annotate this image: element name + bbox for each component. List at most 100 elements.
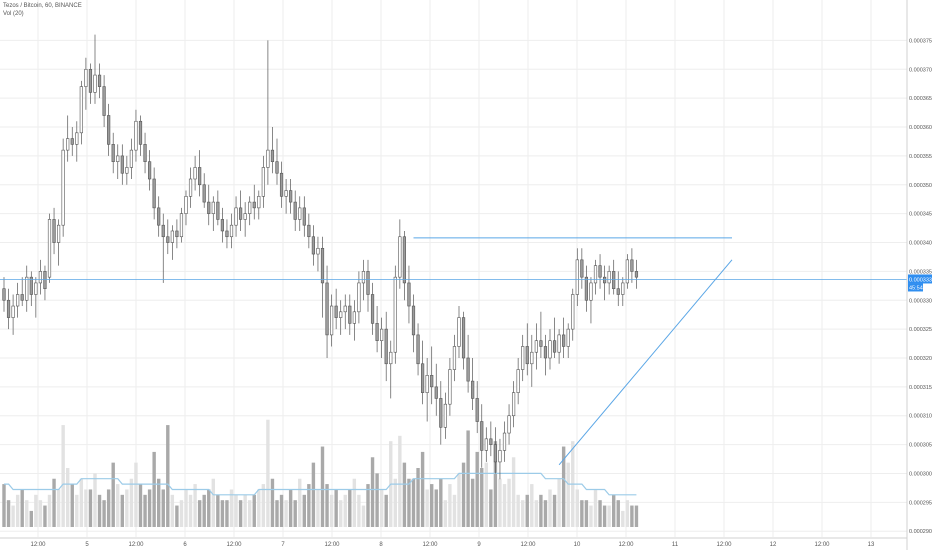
volume-bar [625,500,630,527]
candle-body [416,334,420,365]
candle [334,288,338,330]
candle-body [384,328,388,365]
symbol-title[interactable]: Tezos / Bitcoin, 60, BINANCE [3,3,82,9]
candle-body [302,207,306,226]
candle [630,248,634,283]
volume-bar [184,489,188,527]
volume-bar [398,435,402,527]
volume-bar [261,484,266,527]
volume-bar [252,494,256,527]
volume-bar [634,505,639,527]
candle-body [52,219,56,243]
volume-bar [457,473,461,527]
candle-body [88,68,93,93]
candle [575,248,579,307]
candle-body [293,201,297,220]
candle [443,392,447,439]
volume-bar [120,494,124,527]
x-tick-label: 12:00 [716,542,732,548]
candle [557,329,561,364]
candle-body [20,294,24,301]
volume-bar [220,500,225,527]
volume-bar [416,468,420,527]
candle [143,132,147,174]
current-price-badge [908,274,932,284]
candle [625,254,629,289]
candle [243,202,247,237]
volume-bar [580,500,584,527]
volume-bar [357,494,361,527]
candle-body [93,74,97,93]
candle [634,259,639,289]
candle-body [580,259,584,278]
volume-bar [407,478,411,527]
candle-body [6,299,11,318]
candle [175,219,179,249]
volume-legend[interactable]: Vol (20) [3,11,24,17]
candle-body [530,351,534,365]
volume-bar [616,500,620,527]
volume-bar [170,494,175,527]
candle [216,190,220,226]
candle-body [343,305,347,313]
candle-body [598,265,602,278]
candle [411,294,416,353]
candle [198,150,202,197]
candle [148,150,152,191]
candle [580,248,584,289]
volume-bar [11,505,15,527]
candle [207,184,211,226]
candle [502,421,507,462]
candle-body [248,201,252,214]
volume-bar [325,484,329,527]
volume-bar [352,478,357,527]
volume-bar [197,500,202,527]
candle [598,254,602,289]
candle [302,196,306,237]
candle-body [47,219,52,278]
volume-bar [70,484,74,527]
candle-body [621,282,625,295]
candle-body [11,305,15,318]
candle [584,265,588,312]
volume-bar [29,510,33,527]
candle [229,213,234,249]
candle [225,219,229,249]
candle [593,259,598,295]
candle-body [562,334,566,347]
candle-body [525,346,529,365]
volume-bar [593,489,598,527]
candle [193,155,197,191]
candle [79,80,83,145]
volume-bar [402,462,407,527]
candle [352,300,356,341]
candle [566,323,570,358]
candle-body [198,167,202,186]
candle [120,144,124,185]
candle [166,219,170,255]
volume-bar [20,489,24,527]
candle-body [516,369,520,393]
x-tick-label: 9 [477,542,481,548]
candle-body [425,375,429,393]
candle [316,236,320,272]
time-axis: 12:00 5 12:00 6 12:00 7 12:00 8 12:00 9 12:00 10 12:… [0,537,907,548]
candle [6,288,11,330]
candle [602,265,607,301]
volume-bar [106,489,111,527]
candle [466,334,470,393]
volume-bar [434,489,438,527]
volume-bar [461,462,466,527]
candle-body [129,149,134,168]
candle-body [521,346,525,370]
candle-body [125,167,129,174]
volume-bar [275,500,279,527]
x-tick-label: 12:00 [814,542,830,548]
candle [375,306,379,353]
volume-bar [43,505,47,527]
volume-bar [15,494,20,527]
volume-bar [79,478,84,527]
